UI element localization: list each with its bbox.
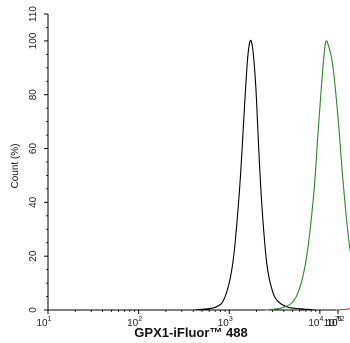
y-tick-label: 60 <box>28 143 39 155</box>
y-tick-label: 110 <box>28 6 39 22</box>
x-tick-label: 106 <box>326 316 341 329</box>
x-tick-label: 107.2 <box>324 316 345 329</box>
histogram-series-2 <box>265 40 350 311</box>
series-layer <box>193 39 350 311</box>
x-tick-label: 101 <box>36 316 51 329</box>
histogram-series-1 <box>193 39 316 311</box>
y-axis-ticks: 0 20 40 60 80 100 110 <box>28 6 48 313</box>
y-axis-label: Count (%) <box>10 143 21 188</box>
y-tick-label: 80 <box>28 89 39 101</box>
x-tick-label: 104 <box>308 316 323 329</box>
y-tick-label: 40 <box>28 196 39 208</box>
x-axis-label: GPX1-iFluor™ 488 <box>134 325 247 340</box>
y-tick-label: 100 <box>28 32 39 49</box>
y-tick-label: 20 <box>28 250 39 262</box>
x-tick-label: 103 <box>218 316 233 329</box>
y-tick-label: 0 <box>28 307 39 313</box>
x-tick-label: 105 <box>326 316 341 329</box>
x-tick-label: 102 <box>127 316 142 329</box>
